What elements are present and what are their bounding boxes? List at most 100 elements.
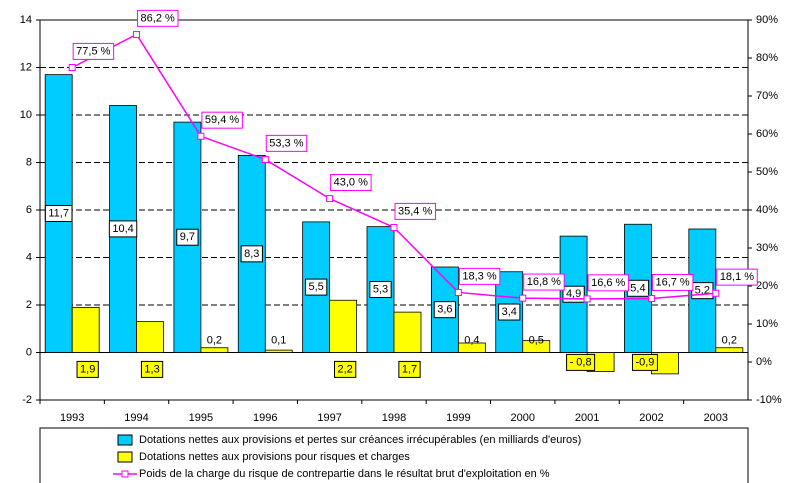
data-label-box [140, 360, 164, 378]
point [647, 295, 655, 303]
y2-tick-label: 0% [756, 356, 772, 368]
y2-tick-label: 70% [756, 90, 778, 102]
data-label-box [566, 353, 596, 371]
data-label-box [137, 9, 179, 27]
bar [200, 347, 229, 353]
y2-tick-label: 20% [756, 280, 778, 292]
data-label: 18,3 % [462, 270, 496, 282]
legend-box [39, 427, 749, 483]
legend-label: Dotations nettes aux provisions et perte… [139, 434, 581, 446]
bar [264, 349, 293, 353]
x-tick-label: 2001 [575, 412, 599, 424]
data-label: 10,4 [112, 223, 133, 235]
data-label: 16,8 % [527, 276, 561, 288]
data-label: 1,7 [402, 363, 417, 375]
x-tick-label: 1998 [382, 412, 406, 424]
data-label: 16,7 % [655, 276, 689, 288]
legend-label: Dotations nettes aux provisions pour ris… [139, 451, 410, 463]
point [519, 294, 527, 302]
x-tick-label: 2000 [510, 412, 534, 424]
y-tick-label: 10 [20, 109, 32, 121]
data-label: 8,3 [244, 248, 259, 260]
data-label: 16,6 % [591, 277, 625, 289]
data-label: 59,4 % [205, 114, 239, 126]
data-label: 5,4 [630, 282, 645, 294]
point [712, 289, 720, 297]
data-label-box [587, 274, 630, 292]
data-label-box [651, 273, 694, 291]
data-label: 0,2 [722, 334, 737, 346]
legend-swatch [121, 470, 129, 478]
data-label-box [369, 280, 392, 298]
data-label: 53,3 % [269, 137, 303, 149]
legend-swatch [117, 434, 133, 446]
data-label-box [458, 267, 501, 285]
bar [715, 347, 744, 353]
x-tick-label: 2003 [704, 412, 728, 424]
bar [136, 321, 164, 353]
data-label-box [265, 134, 308, 152]
data-label-box [176, 228, 199, 246]
y-tick-label: 8 [26, 156, 32, 168]
data-label-box [631, 353, 658, 371]
bar [393, 311, 422, 353]
x-tick-label: 1997 [317, 412, 341, 424]
data-label: 9,7 [180, 231, 195, 243]
data-label: 86,2 % [141, 12, 175, 24]
y-tick-label: -2 [22, 394, 32, 406]
data-label: 35,4 % [398, 205, 432, 217]
data-label-box [304, 278, 328, 296]
data-label: 18,1 % [720, 271, 754, 283]
plot-frame [39, 19, 749, 401]
legend-swatch [117, 451, 133, 463]
data-label: -0,9 [635, 356, 654, 368]
data-label: 0,4 [464, 334, 479, 346]
x-tick-label: 1995 [189, 412, 213, 424]
data-label: 43,0 % [334, 177, 368, 189]
data-label: 2,2 [337, 363, 352, 375]
data-label-box [72, 42, 115, 60]
point [261, 155, 269, 163]
data-label-box [398, 360, 421, 378]
y-tick-label: 14 [20, 14, 32, 26]
x-tick-label: 2002 [639, 412, 663, 424]
point [133, 30, 141, 38]
data-label-box [201, 111, 243, 129]
data-label: 3,4 [502, 306, 517, 318]
y-tick-label: 6 [26, 204, 32, 216]
data-label-box [330, 174, 372, 192]
y2-tick-label: 40% [756, 204, 778, 216]
x-tick-label: 1996 [253, 412, 277, 424]
bar [71, 306, 100, 353]
x-tick-label: 1999 [446, 412, 470, 424]
point [68, 64, 76, 71]
legend-label: Poids de la charge du risque de contrepa… [139, 468, 550, 480]
data-label-box [498, 303, 521, 321]
data-label: 3,6 [437, 304, 452, 316]
x-tick-label: 1993 [60, 412, 84, 424]
point [390, 223, 398, 231]
data-label: 0,2 [207, 334, 222, 346]
y-tick-label: 4 [26, 251, 32, 263]
y2-tick-label: -10% [756, 394, 782, 406]
data-label: 77,5 % [76, 45, 110, 57]
y-tick-label: 12 [20, 61, 32, 73]
data-label: 1,9 [80, 363, 95, 375]
data-label-box [44, 204, 73, 222]
data-label: 0,1 [271, 334, 286, 346]
y2-tick-label: 50% [756, 166, 778, 178]
data-label: - 0,8 [570, 356, 592, 368]
data-label-box [523, 273, 565, 291]
data-label-box [333, 360, 357, 378]
y2-tick-label: 10% [756, 318, 778, 330]
bar [329, 299, 358, 353]
data-label-box [76, 360, 99, 378]
data-label-box [108, 220, 138, 238]
data-label: 4,9 [566, 288, 581, 300]
data-label-box [240, 245, 263, 263]
y2-tick-label: 30% [756, 242, 778, 254]
y2-tick-label: 60% [756, 128, 778, 140]
y2-tick-label: 90% [756, 14, 778, 26]
data-label: 5,5 [308, 281, 323, 293]
